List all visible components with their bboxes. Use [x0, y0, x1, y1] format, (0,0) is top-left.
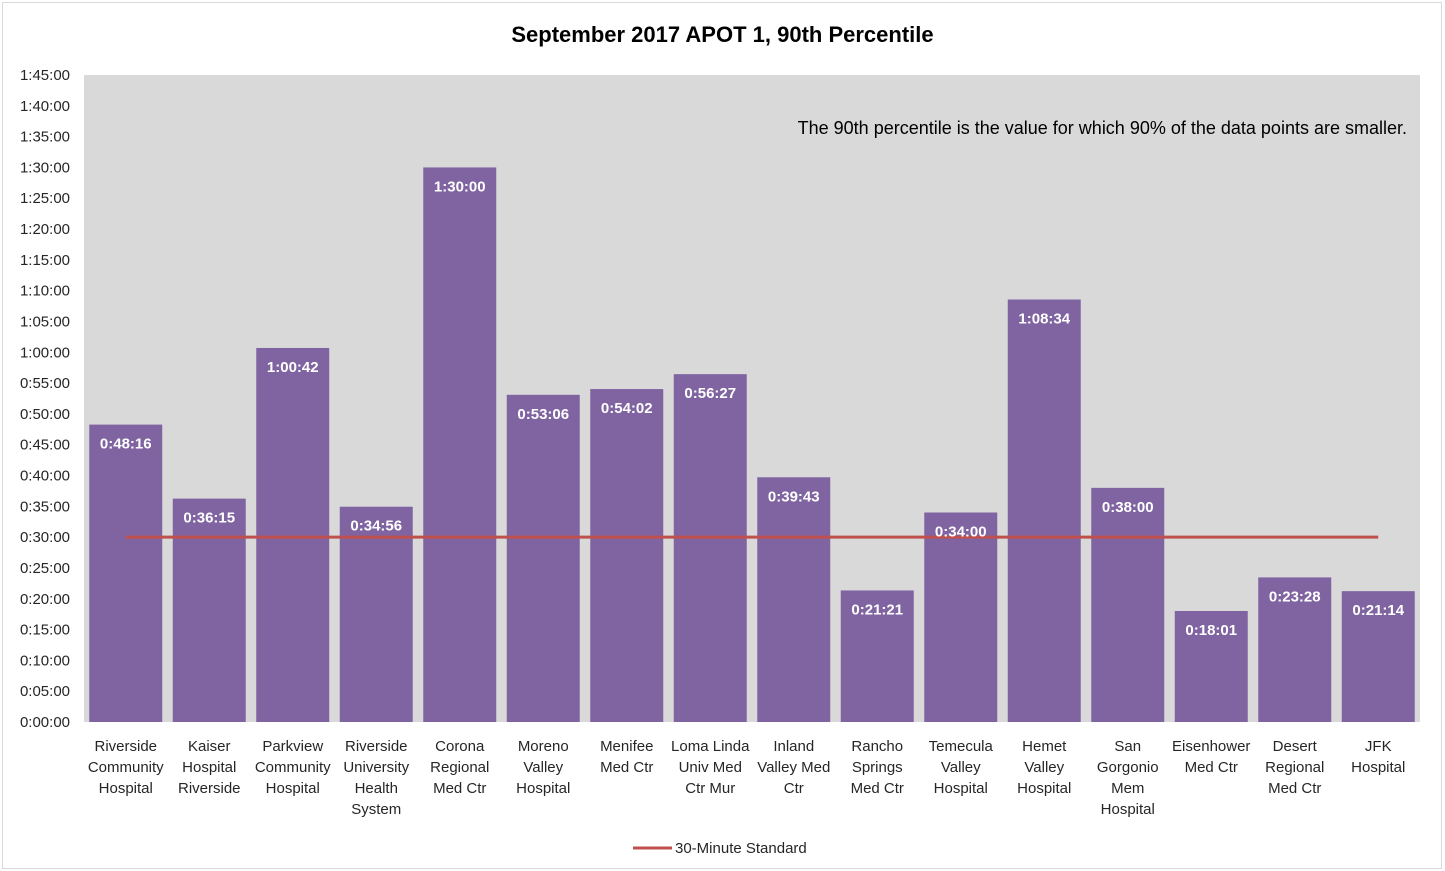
annotation-note: The 90th percentile is the value for whi… [798, 118, 1407, 138]
bar [172, 498, 246, 722]
x-category-label: Hemet Valley Hospital [1017, 738, 1071, 797]
bar [757, 477, 831, 722]
x-category-label: Moreno Valley Hospital [516, 738, 570, 797]
data-label: 0:39:43 [768, 488, 820, 505]
y-tick-label: 1:05:00 [20, 313, 70, 330]
bar [840, 590, 914, 722]
x-category-label: Riverside Community Hospital [88, 738, 164, 797]
x-category-label: San Gorgonio Mem Hospital [1097, 738, 1159, 818]
data-label: 0:34:56 [350, 518, 402, 535]
data-label: 0:23:28 [1269, 588, 1321, 605]
x-category-label: Kaiser Hospital Riverside [178, 738, 241, 797]
data-label: 0:34:00 [935, 523, 987, 540]
y-tick-label: 1:20:00 [20, 221, 70, 238]
x-category-label: Inland Valley Med Ctr [757, 738, 830, 797]
data-label: 0:53:06 [517, 406, 569, 423]
data-label: 0:21:21 [851, 601, 903, 618]
data-label: 0:48:16 [100, 436, 152, 453]
bars [89, 167, 1415, 722]
bar [423, 167, 497, 722]
y-tick-label: 0:20:00 [20, 591, 70, 608]
y-tick-label: 0:15:00 [20, 622, 70, 639]
y-tick-label: 0:00:00 [20, 714, 70, 731]
x-category-label: Menifee Med Ctr [600, 738, 653, 776]
x-category-label: Eisenhower Med Ctr [1172, 738, 1250, 776]
bar [1258, 577, 1332, 722]
bar [1007, 299, 1081, 722]
bar [89, 424, 163, 722]
y-tick-label: 0:30:00 [20, 529, 70, 546]
x-category-label: Loma Linda Univ Med Ctr Mur [671, 738, 750, 797]
data-label: 1:00:42 [267, 359, 319, 376]
bar [673, 374, 747, 722]
bar [590, 389, 664, 722]
y-tick-label: 1:35:00 [20, 129, 70, 146]
data-label: 1:30:00 [434, 178, 486, 195]
y-tick-label: 0:25:00 [20, 560, 70, 577]
bar [339, 506, 413, 722]
y-tick-label: 0:35:00 [20, 498, 70, 515]
bar [1091, 487, 1165, 722]
data-label: 0:18:01 [1185, 622, 1237, 639]
y-axis: 0:00:00 0:05:00 0:10:00 0:15:00 0:20:00 0:25:… [20, 67, 70, 731]
x-category-label: Riverside University Health System [343, 738, 409, 818]
bar [1341, 591, 1415, 722]
legend-label-30-minute-standard: 30-Minute Standard [675, 840, 807, 857]
bar [506, 394, 580, 722]
y-tick-label: 1:10:00 [20, 283, 70, 300]
y-tick-label: 0:10:00 [20, 652, 70, 669]
chart-title: September 2017 APOT 1, 90th Percentile [511, 22, 934, 47]
bar [924, 512, 998, 722]
data-labels: 0:48:16 0:36:15 1:00:42 0:34:56 1:30:00 0:53:… [100, 178, 1405, 639]
x-category-label: Corona Regional Med Ctr [430, 738, 489, 797]
x-category-label: JFK Hospital [1351, 738, 1405, 776]
x-category-label: Rancho Springs Med Ctr [851, 738, 904, 797]
y-tick-label: 1:25:00 [20, 190, 70, 207]
y-tick-label: 0:55:00 [20, 375, 70, 392]
y-tick-label: 1:30:00 [20, 159, 70, 176]
data-label: 0:21:14 [1352, 602, 1404, 619]
x-category-label: Temecula Valley Hospital [929, 738, 994, 797]
data-label: 1:08:34 [1018, 310, 1070, 327]
y-tick-label: 1:40:00 [20, 98, 70, 115]
y-tick-label: 1:45:00 [20, 67, 70, 84]
x-category-label: Parkview Community Hospital [255, 738, 331, 797]
y-tick-label: 0:50:00 [20, 406, 70, 423]
y-tick-label: 0:05:00 [20, 683, 70, 700]
legend: 30-Minute Standard [633, 840, 807, 857]
y-tick-label: 1:15:00 [20, 252, 70, 269]
y-tick-label: 0:45:00 [20, 437, 70, 454]
data-label: 0:56:27 [684, 385, 736, 402]
data-label: 0:38:00 [1102, 499, 1154, 516]
data-label: 0:54:02 [601, 400, 653, 417]
bar [256, 347, 330, 722]
bar [1174, 610, 1248, 722]
data-label: 0:36:15 [183, 510, 235, 527]
y-tick-label: 0:40:00 [20, 468, 70, 485]
x-category-label: Desert Regional Med Ctr [1265, 738, 1324, 797]
y-tick-label: 1:00:00 [20, 344, 70, 361]
